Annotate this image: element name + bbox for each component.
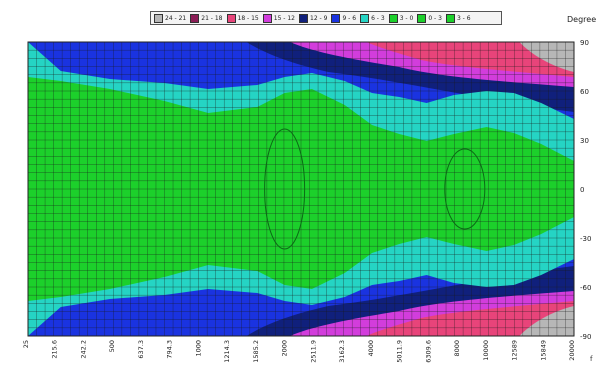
legend-swatch — [445, 13, 455, 23]
legend-item: 9 - 6 — [331, 13, 357, 23]
legend-swatch — [388, 13, 398, 23]
legend-item: 15 - 12 — [262, 13, 295, 23]
y-tick-label: 0 — [580, 186, 584, 194]
y-tick-label: -30 — [580, 235, 591, 243]
band-18-15-top — [366, 42, 574, 77]
x-tick-label: 500 — [108, 340, 116, 352]
x-tick-label: 2000 — [281, 340, 289, 357]
legend-label: 12 - 9 — [310, 14, 328, 22]
legend-item: 18 - 15 — [226, 13, 259, 23]
x-tick-label: 15849 — [539, 340, 547, 361]
x-tick-label: 637.3 — [137, 340, 145, 359]
band-24-21-bottom — [519, 306, 574, 336]
y-tick-label: -90 — [580, 333, 591, 341]
legend-swatch — [154, 13, 163, 23]
y-tick-label: 30 — [580, 137, 589, 145]
legend-label: 24 - 21 — [165, 14, 187, 22]
x-tick-label: 20000 — [568, 340, 576, 361]
legend-label: 6 - 3 — [371, 14, 385, 22]
band-18-15-bottom — [366, 301, 574, 336]
legend-swatch — [417, 13, 427, 23]
unit-label: Degree — [567, 15, 597, 24]
x-tick-label: 25 — [22, 340, 30, 348]
legend: 24 - 21 21 - 18 18 - 15 15 - 12 12 - 9 9 - 6 6… — [150, 11, 502, 25]
x-tick-label: 2511.9 — [309, 340, 317, 363]
y-tick-label: 60 — [580, 88, 589, 96]
legend-label: 21 - 18 — [201, 14, 223, 22]
x-tick-label: 10000 — [482, 340, 490, 361]
legend-item: 6 - 3 — [360, 13, 385, 23]
x-tick-label: 5011.9 — [396, 340, 404, 363]
legend-swatch — [331, 13, 341, 23]
x-tick-label: 215.6 — [51, 340, 59, 359]
legend-label: 15 - 12 — [273, 14, 295, 22]
x-tick-label: 1000 — [194, 340, 202, 357]
legend-item: 3 - 6 — [445, 13, 471, 23]
x-tick-label: 4000 — [367, 340, 375, 357]
legend-swatch — [262, 13, 272, 23]
x-tick-label: 3162.3 — [338, 340, 346, 363]
x-tick-label: 1585.2 — [252, 340, 260, 363]
contour-outline — [264, 128, 306, 250]
legend-item: 24 - 21 — [154, 13, 187, 23]
x-tick-label: 8000 — [453, 340, 461, 357]
y-tick-label: -60 — [580, 284, 591, 292]
plot-border — [27, 41, 575, 337]
legend-swatch — [299, 13, 308, 23]
contour-outline — [444, 148, 486, 230]
x-tick-label: 794.3 — [166, 340, 174, 359]
legend-swatch — [360, 13, 370, 23]
x-tick-label: 242.2 — [79, 340, 87, 359]
x-tick-label: 6309.6 — [424, 340, 432, 363]
x-tick-label: 1214.3 — [223, 340, 231, 363]
legend-label: 3 - 0 — [399, 14, 414, 22]
legend-label: 9 - 6 — [342, 14, 357, 22]
legend-swatch — [226, 13, 236, 23]
legend-item: 21 - 18 — [190, 13, 223, 23]
legend-label: 3 - 6 — [456, 14, 471, 22]
legend-item: 3 - 0 — [388, 13, 414, 23]
x-tick-label: 12589 — [511, 340, 519, 361]
legend-swatch — [190, 13, 200, 23]
legend-item: 12 - 9 — [299, 13, 328, 23]
legend-item: 0 - 3 — [417, 13, 442, 23]
y-tick-label: 90 — [580, 39, 589, 47]
legend-label: 18 - 15 — [237, 14, 259, 22]
legend-label: 0 - 3 — [428, 14, 442, 22]
x-axis-end-label: f — [590, 355, 593, 363]
band-24-21-top — [519, 42, 574, 72]
